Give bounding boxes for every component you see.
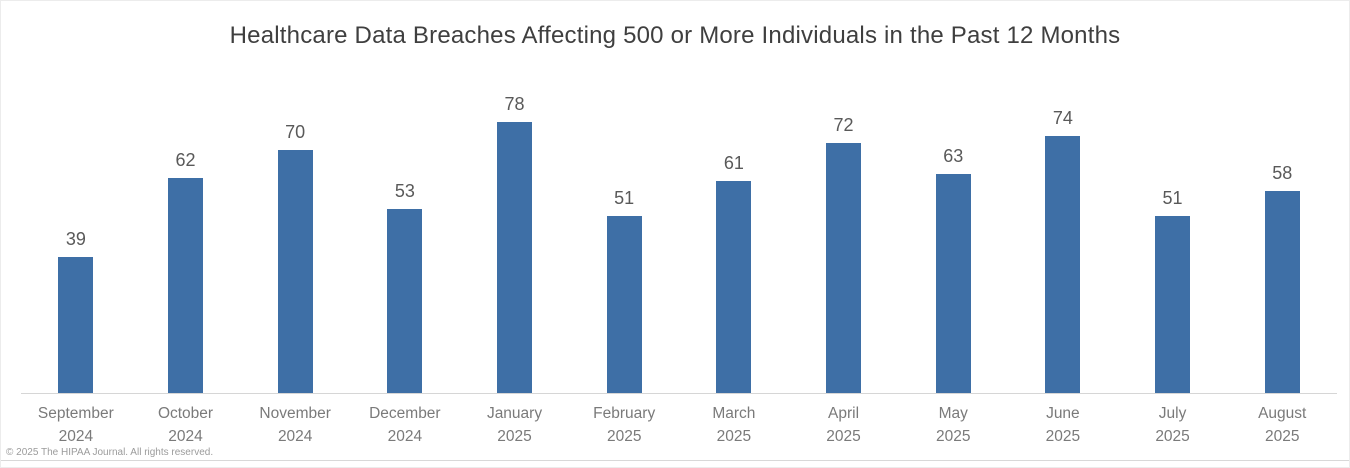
month-label: January — [486, 405, 543, 422]
month-label: June — [1046, 405, 1080, 422]
bar-value-label: 63 — [943, 146, 964, 166]
bar — [168, 178, 203, 393]
month-label: August — [1258, 405, 1307, 422]
bar-column: 53 — [350, 181, 460, 393]
year-label: 2025 — [1155, 428, 1190, 445]
bottom-divider — [1, 460, 1349, 461]
x-axis-label: October 2024 — [131, 402, 241, 448]
bar-column: 63 — [898, 146, 1008, 393]
bar-value-label: 74 — [1052, 108, 1073, 128]
bar — [277, 150, 313, 393]
month-label: May — [938, 405, 968, 422]
x-axis-label: December 2024 — [350, 402, 460, 448]
year-label: 2025 — [716, 428, 752, 445]
year-label: 2024 — [58, 428, 94, 445]
bar-column: 51 — [569, 188, 679, 393]
bar — [1155, 216, 1191, 393]
x-axis-label: April 2025 — [789, 402, 899, 448]
bar-column: 61 — [679, 153, 789, 393]
chart-title: Healthcare Data Breaches Affecting 500 o… — [229, 22, 1121, 49]
month-label: November — [259, 405, 331, 422]
year-label: 2025 — [497, 428, 532, 445]
bar-value-label: 51 — [614, 188, 635, 208]
year-label: 2025 — [1264, 428, 1300, 445]
bar — [935, 174, 971, 393]
bar-value-label: 61 — [723, 153, 744, 173]
plot-area: 39 62 70 53 78 51 61 72 63 74 51 — [21, 57, 1337, 394]
bar-column: 58 — [1227, 163, 1337, 393]
bar-value-label: 70 — [285, 122, 306, 142]
year-label: 2025 — [935, 428, 971, 445]
x-axis: September 2024 October 2024 November 202… — [21, 394, 1337, 448]
bar — [826, 143, 862, 393]
footer-copyright: © 2025 The HIPAA Journal. All rights res… — [6, 447, 214, 458]
month-label: July — [1158, 405, 1187, 422]
x-axis-label: January 2025 — [460, 402, 570, 448]
year-label: 2024 — [277, 428, 313, 445]
x-axis-label: July 2025 — [1118, 402, 1228, 448]
x-axis-label: November 2024 — [240, 402, 350, 448]
month-label: October — [157, 405, 214, 422]
bar-value-label: 39 — [65, 229, 86, 249]
month-label: September — [37, 405, 114, 422]
x-axis-label: June 2025 — [1008, 402, 1118, 448]
bar-column: 70 — [240, 122, 350, 393]
bar-value-label: 58 — [1272, 163, 1293, 183]
bar — [58, 257, 94, 393]
bar-column: 74 — [1008, 108, 1118, 393]
bar-column: 51 — [1118, 188, 1228, 393]
bar-column: 62 — [131, 150, 241, 393]
bar-value-label: 51 — [1162, 188, 1183, 208]
bar — [387, 209, 423, 393]
year-label: 2024 — [168, 428, 203, 445]
bar-value-label: 72 — [833, 115, 854, 135]
year-label: 2025 — [606, 428, 642, 445]
bar-value-label: 53 — [394, 181, 415, 201]
year-label: 2024 — [387, 428, 423, 445]
bar — [1264, 191, 1300, 393]
x-axis-label: September 2024 — [21, 402, 131, 448]
bar — [716, 181, 752, 393]
bar — [606, 216, 642, 393]
year-label: 2025 — [826, 428, 861, 445]
bar-value-label: 78 — [504, 94, 525, 114]
month-label: April — [828, 405, 860, 422]
month-label: February — [593, 405, 656, 422]
bar-column: 78 — [460, 94, 570, 393]
month-label: March — [712, 405, 756, 422]
x-axis-label: February 2025 — [569, 402, 679, 448]
month-label: December — [369, 405, 441, 422]
x-axis-label: August 2025 — [1227, 402, 1337, 448]
bar-value-label: 62 — [175, 150, 196, 170]
bar — [1045, 136, 1081, 393]
bar — [497, 122, 533, 393]
x-axis-label: March 2025 — [679, 402, 789, 448]
bar-chart: 39 62 70 53 78 51 61 72 63 74 51 — [21, 57, 1337, 448]
x-axis-label: May 2025 — [898, 402, 1008, 448]
year-label: 2025 — [1045, 428, 1081, 445]
bar-column: 72 — [789, 115, 899, 393]
bar-column: 39 — [21, 229, 131, 393]
